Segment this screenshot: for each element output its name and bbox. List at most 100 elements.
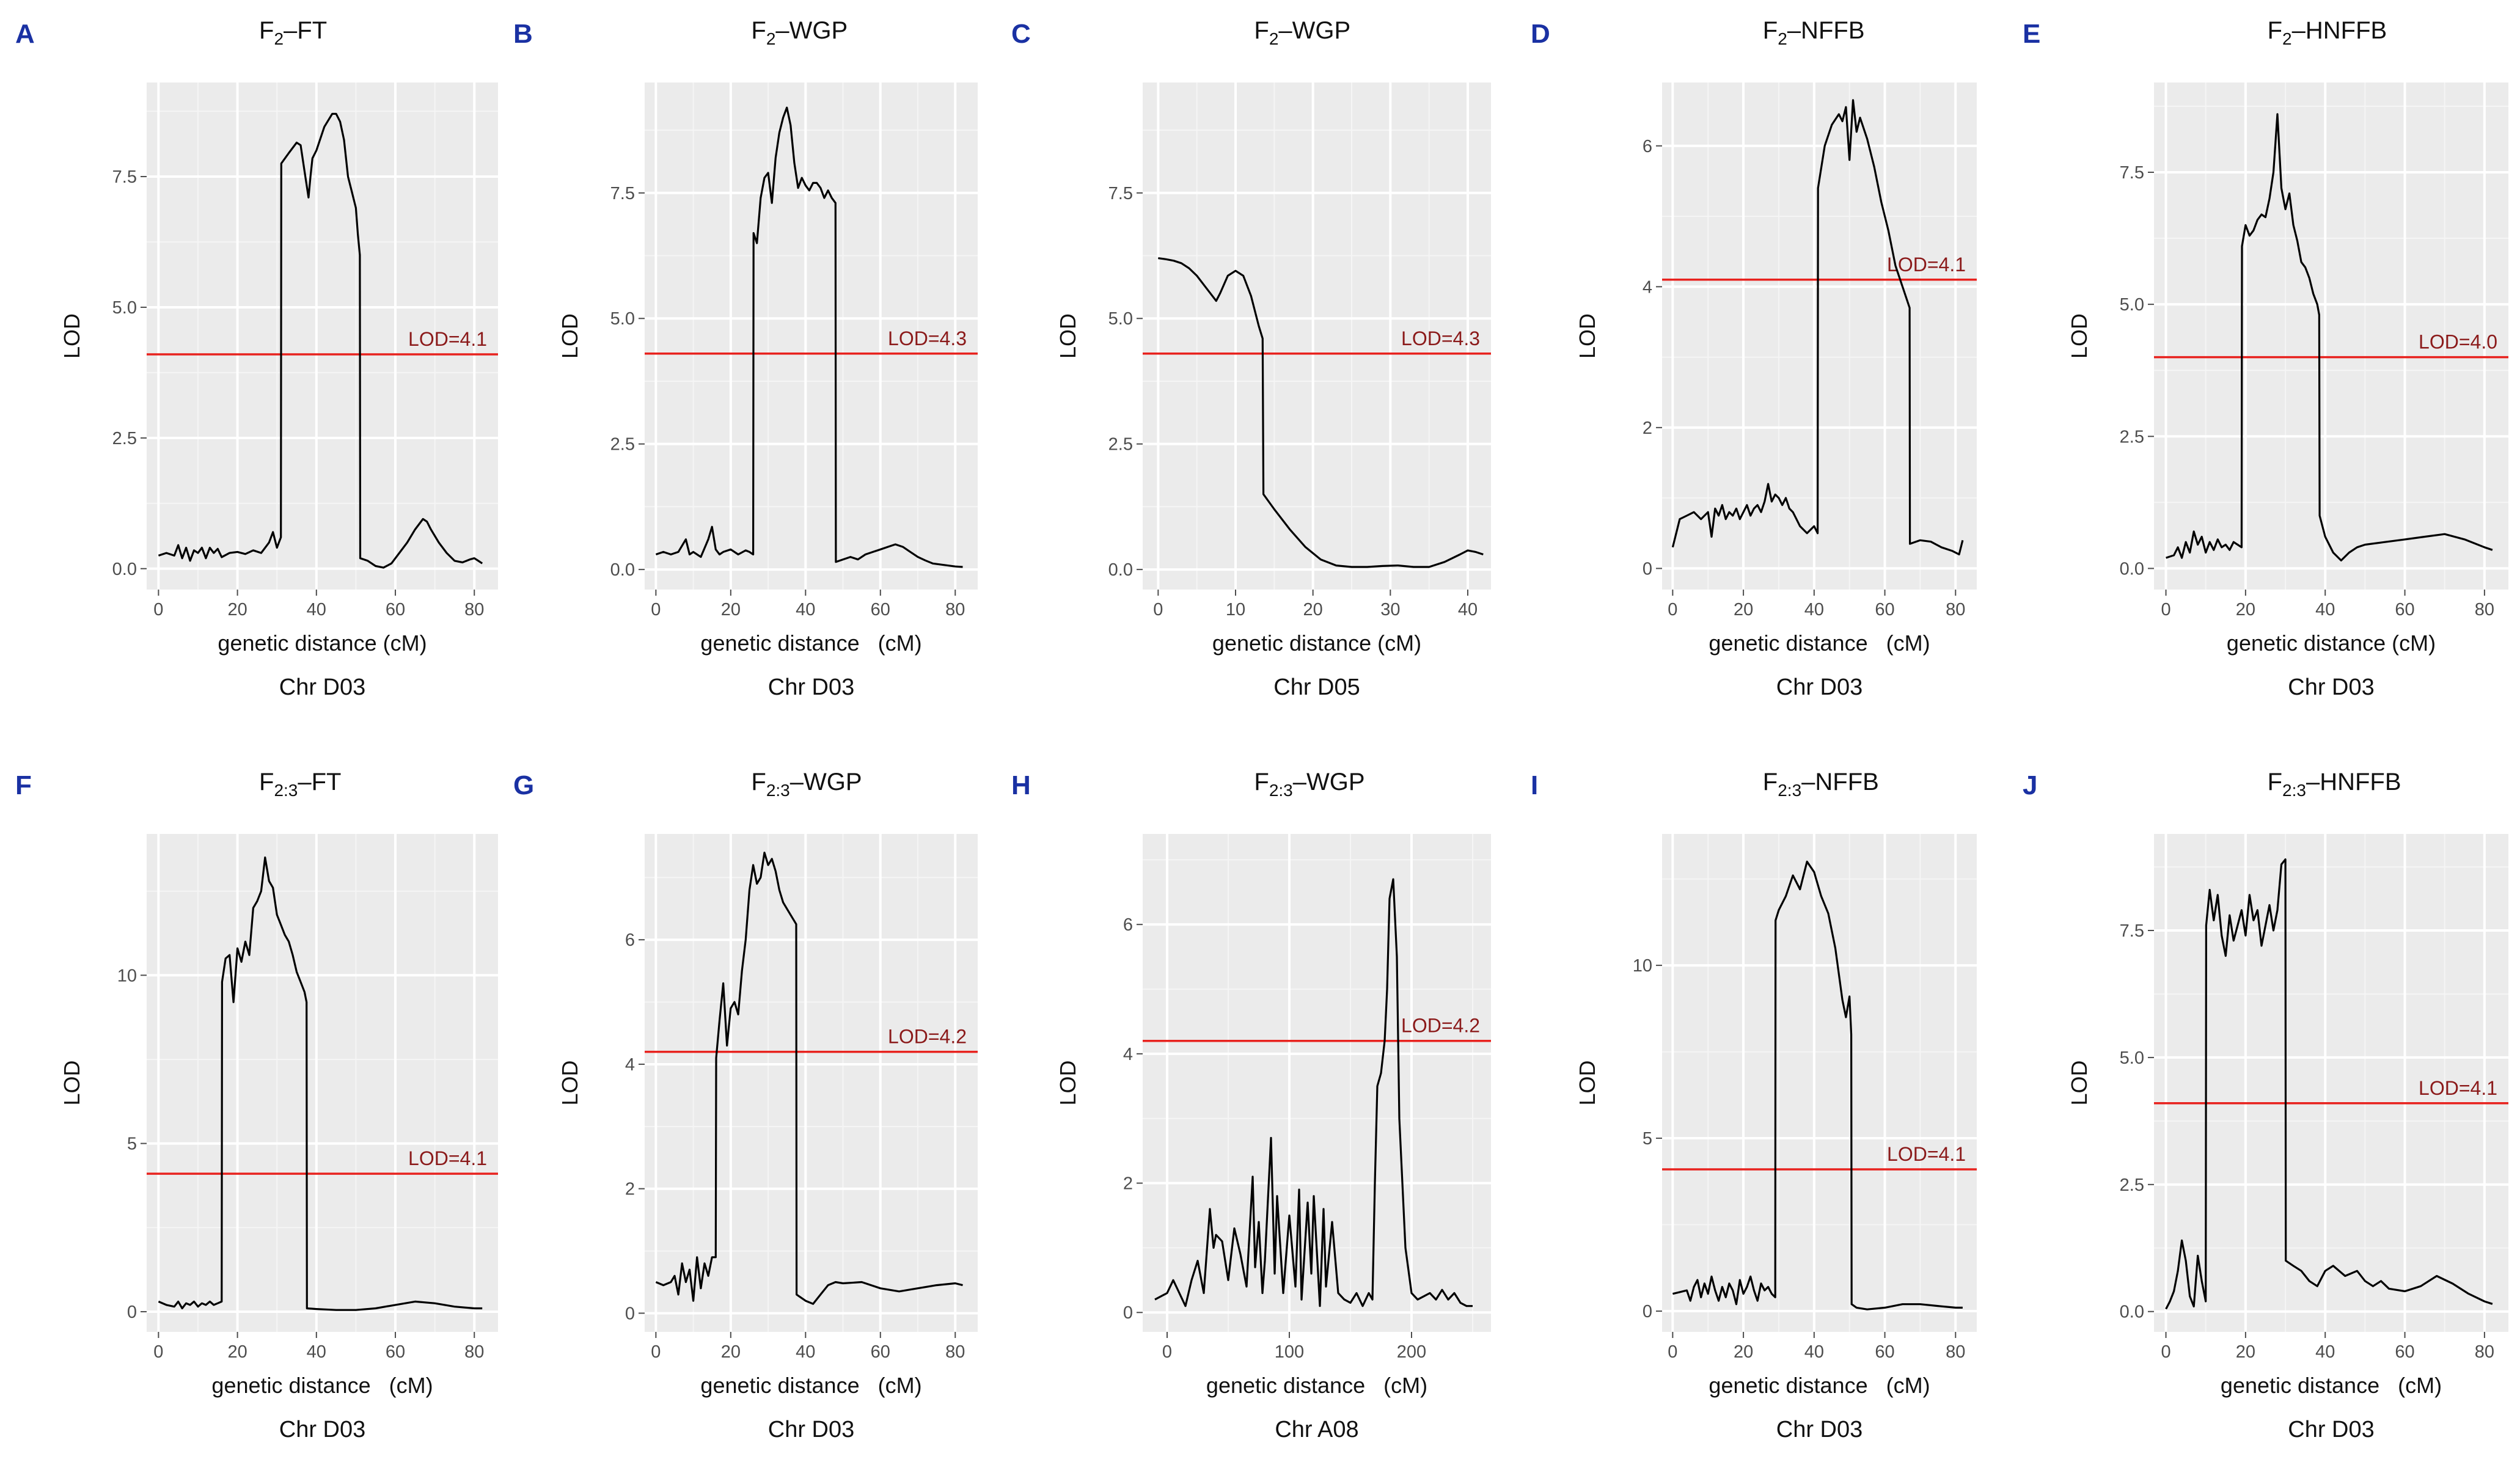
panel-title: F2:3–HNFFB — [2268, 769, 2401, 800]
y-axis: 0.0 2.5 5.0 7.5 — [2120, 163, 2154, 579]
x-tick-label: 0 — [651, 600, 661, 620]
x-tick-label: 0 — [1668, 1342, 1677, 1362]
x-tick-label: 80 — [464, 1342, 484, 1362]
title-suffix: –FT — [298, 769, 341, 795]
threshold-label: LOD=4.1 — [2419, 1077, 2497, 1099]
title-subscript: 2 — [1778, 29, 1787, 48]
title-subscript: 2 — [274, 29, 284, 48]
y-tick-label: 0 — [127, 1303, 137, 1322]
panel-letter: G — [513, 770, 534, 800]
title-suffix: –WGP — [1293, 769, 1365, 795]
y-tick-label: 0 — [1643, 559, 1652, 579]
x-tick-label: 0 — [1162, 1342, 1172, 1362]
panel-letter: I — [1531, 770, 1538, 800]
y-tick-label: 10 — [117, 966, 137, 985]
y-axis: 0.0 2.5 5.0 7.5 — [112, 167, 147, 579]
plot-background — [147, 834, 498, 1332]
panel-title: F2–HNFFB — [2268, 17, 2387, 48]
threshold-label: LOD=4.2 — [888, 1026, 967, 1048]
x-tick-label: 80 — [2475, 1342, 2494, 1362]
plot-background — [1143, 82, 1491, 590]
title-suffix: –WGP — [775, 17, 848, 44]
lod-curve — [158, 856, 483, 1311]
panel-title: F2:3–FT — [259, 769, 342, 800]
minor-gridlines — [645, 834, 978, 1332]
y-tick-label: 7.5 — [1108, 184, 1133, 203]
title-prefix: F — [751, 769, 766, 795]
x-tick-label: 20 — [1303, 600, 1323, 620]
y-tick-label: 4 — [625, 1055, 635, 1075]
lod-curve — [1154, 878, 1473, 1307]
x-tick-label: 40 — [1804, 600, 1824, 620]
minor-gridlines — [1662, 82, 1977, 590]
y-tick-label: 5 — [127, 1135, 137, 1154]
title-subscript: 2:3 — [2282, 781, 2306, 800]
title-prefix: F — [259, 17, 274, 44]
y-tick-label: 2.5 — [2120, 427, 2144, 447]
y-tick-label: 5.0 — [1108, 309, 1133, 329]
title-prefix: F — [2268, 769, 2282, 795]
x-tick-label: 10 — [1226, 600, 1245, 620]
title-subscript: 2:3 — [766, 781, 790, 800]
title-prefix: F — [1254, 17, 1269, 44]
x-tick-label: 40 — [2315, 600, 2335, 620]
chromosome-label: Chr D03 — [768, 674, 855, 700]
plot-background — [645, 834, 978, 1332]
x-tick-label: 0 — [1153, 600, 1163, 620]
x-tick-label: 60 — [2395, 1342, 2414, 1362]
x-tick-label: 80 — [464, 600, 484, 620]
x-axis: 0 100 200 — [1162, 1332, 1426, 1362]
x-tick-label: 80 — [945, 600, 965, 620]
lod-curve — [1158, 257, 1484, 568]
minor-gridlines — [645, 82, 978, 590]
lod-curve — [655, 106, 963, 568]
x-tick-label: 40 — [1458, 600, 1478, 620]
minor-gridlines — [1143, 82, 1491, 590]
x-tick-label: 80 — [1946, 600, 1965, 620]
threshold-label: LOD=4.1 — [408, 328, 487, 350]
title-subscript: 2:3 — [274, 781, 298, 800]
y-axis-label: LOD — [2067, 1060, 2092, 1105]
panel-g: G F2:3–WGP 0 20 40 60 80 0 2 4 6 LOD=4.2 LOD genetic … — [513, 769, 978, 1442]
x-axis-label: genetic distance (cM) — [2221, 1373, 2442, 1398]
plot-background — [1662, 834, 1977, 1332]
x-tick-label: 0 — [1668, 600, 1677, 620]
y-tick-label: 0.0 — [1108, 560, 1133, 580]
minor-gridlines — [1662, 834, 1977, 1332]
x-tick-label: 0 — [153, 1342, 163, 1362]
x-tick-label: 20 — [721, 600, 741, 620]
y-tick-label: 2.5 — [112, 429, 137, 448]
plot-background — [645, 82, 978, 590]
panel-letter: D — [1531, 19, 1550, 49]
x-axis: 0 20 40 60 80 — [651, 1332, 965, 1362]
y-axis-label: LOD — [59, 1060, 84, 1105]
title-suffix: –NFFB — [1787, 17, 1865, 44]
y-axis: 0 5 10 — [1633, 956, 1662, 1321]
threshold-label: LOD=4.3 — [888, 327, 967, 349]
title-subscript: 2:3 — [1269, 781, 1293, 800]
threshold-label: LOD=4.1 — [1887, 1143, 1966, 1165]
chromosome-label: Chr A08 — [1275, 1417, 1358, 1442]
panel-h: H F2:3–WGP 0 100 200 0 2 4 6 LOD=4.2 LOD genetic di… — [1011, 769, 1491, 1442]
x-axis-label: genetic distance (cM) — [1709, 631, 1930, 656]
chromosome-label: Chr D03 — [1776, 1417, 1863, 1442]
y-tick-label: 5.0 — [2120, 295, 2144, 315]
title-prefix: F — [259, 769, 274, 795]
y-tick-label: 7.5 — [610, 184, 635, 203]
panel-letter: H — [1011, 770, 1031, 800]
minor-gridlines — [1143, 834, 1491, 1332]
y-tick-label: 5.0 — [2120, 1048, 2144, 1068]
x-tick-label: 20 — [2236, 600, 2255, 620]
panel-letter: B — [513, 19, 533, 49]
y-tick-label: 10 — [1633, 956, 1652, 976]
panel-letter: J — [2023, 770, 2037, 800]
x-axis-label: genetic distance (cM) — [1212, 631, 1421, 656]
panel-c: C F2–WGP 0 10 20 30 40 0.0 2.5 5.0 7.5 LOD=4.3 LOD ge… — [1011, 17, 1491, 700]
panel-letter: C — [1011, 19, 1031, 49]
panel-title: F2–WGP — [1254, 17, 1350, 48]
x-axis: 0 20 40 60 80 — [1668, 590, 1965, 620]
x-tick-label: 60 — [871, 1342, 890, 1362]
title-prefix: F — [751, 17, 766, 44]
threshold-label: LOD=4.1 — [408, 1147, 487, 1169]
